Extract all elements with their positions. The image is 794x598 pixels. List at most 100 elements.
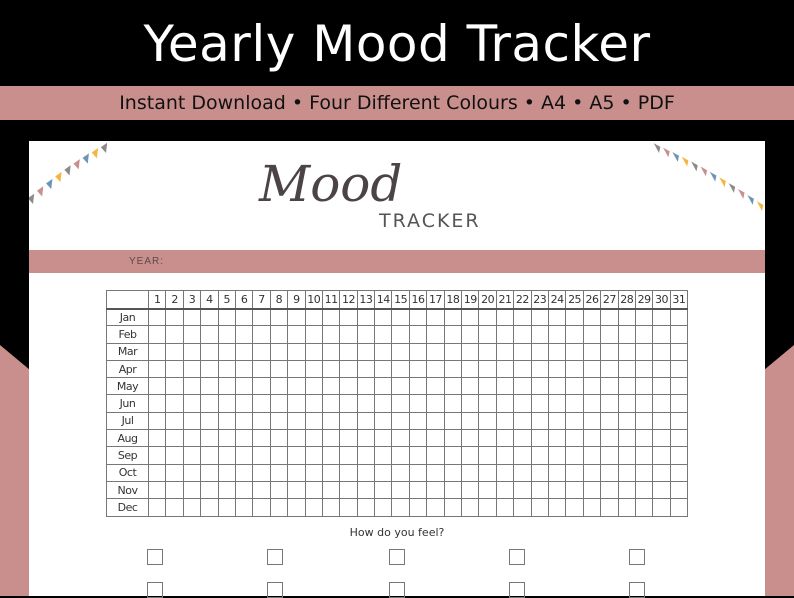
mood-cell[interactable] bbox=[165, 480, 184, 500]
mood-cell[interactable] bbox=[234, 307, 254, 327]
mood-cell[interactable] bbox=[513, 394, 532, 413]
mood-cell[interactable] bbox=[461, 498, 480, 517]
mood-cell[interactable] bbox=[652, 411, 671, 431]
mood-cell[interactable] bbox=[321, 342, 341, 361]
mood-cell[interactable] bbox=[634, 377, 654, 396]
mood-cell[interactable] bbox=[200, 446, 219, 465]
mood-cell[interactable] bbox=[530, 480, 549, 500]
mood-cell[interactable] bbox=[547, 411, 567, 431]
mood-cell[interactable] bbox=[408, 359, 428, 379]
mood-cell[interactable] bbox=[200, 342, 219, 361]
mood-cell[interactable] bbox=[252, 498, 271, 517]
mood-cell[interactable] bbox=[582, 325, 602, 344]
mood-cell[interactable] bbox=[565, 342, 584, 361]
mood-cell[interactable] bbox=[252, 359, 271, 379]
mood-cell[interactable] bbox=[530, 446, 549, 465]
mood-cell[interactable] bbox=[217, 463, 236, 482]
mood-cell[interactable] bbox=[269, 342, 289, 361]
mood-cell[interactable] bbox=[252, 446, 271, 465]
mood-cell[interactable] bbox=[269, 463, 289, 482]
mood-cell[interactable] bbox=[530, 463, 549, 482]
mood-cell[interactable] bbox=[547, 480, 567, 500]
mood-cell[interactable] bbox=[669, 480, 689, 500]
mood-cell[interactable] bbox=[565, 411, 584, 431]
mood-cell[interactable] bbox=[547, 429, 567, 448]
mood-cell[interactable] bbox=[287, 307, 306, 327]
mood-cell[interactable] bbox=[182, 429, 202, 448]
mood-cell[interactable] bbox=[408, 411, 428, 431]
mood-cell[interactable] bbox=[287, 498, 306, 517]
mood-cell[interactable] bbox=[269, 394, 289, 413]
mood-cell[interactable] bbox=[617, 463, 636, 482]
mood-cell[interactable] bbox=[339, 377, 358, 396]
mood-cell[interactable] bbox=[478, 411, 497, 431]
mood-cell[interactable] bbox=[374, 411, 393, 431]
mood-cell[interactable] bbox=[513, 446, 532, 465]
mood-cell[interactable] bbox=[565, 463, 584, 482]
mood-cell[interactable] bbox=[478, 394, 497, 413]
mood-cell[interactable] bbox=[426, 394, 445, 413]
mood-cell[interactable] bbox=[461, 411, 480, 431]
mood-cell[interactable] bbox=[478, 463, 497, 482]
mood-cell[interactable] bbox=[426, 463, 445, 482]
mood-cell[interactable] bbox=[339, 325, 358, 344]
mood-cell[interactable] bbox=[617, 307, 636, 327]
mood-cell[interactable] bbox=[426, 342, 445, 361]
mood-legend-checkbox[interactable] bbox=[629, 549, 645, 565]
mood-cell[interactable] bbox=[408, 480, 428, 500]
mood-cell[interactable] bbox=[426, 377, 445, 396]
mood-cell[interactable] bbox=[513, 377, 532, 396]
mood-cell[interactable] bbox=[600, 429, 619, 448]
mood-cell[interactable] bbox=[495, 498, 515, 517]
mood-cell[interactable] bbox=[495, 463, 515, 482]
mood-cell[interactable] bbox=[408, 394, 428, 413]
mood-cell[interactable] bbox=[304, 307, 323, 327]
mood-cell[interactable] bbox=[652, 463, 671, 482]
mood-cell[interactable] bbox=[200, 325, 219, 344]
mood-cell[interactable] bbox=[374, 446, 393, 465]
mood-cell[interactable] bbox=[530, 411, 549, 431]
mood-cell[interactable] bbox=[617, 394, 636, 413]
mood-cell[interactable] bbox=[565, 377, 584, 396]
mood-cell[interactable] bbox=[252, 429, 271, 448]
mood-cell[interactable] bbox=[234, 463, 254, 482]
mood-cell[interactable] bbox=[234, 429, 254, 448]
mood-cell[interactable] bbox=[582, 429, 602, 448]
mood-cell[interactable] bbox=[426, 429, 445, 448]
mood-cell[interactable] bbox=[304, 411, 323, 431]
mood-cell[interactable] bbox=[374, 325, 393, 344]
mood-cell[interactable] bbox=[217, 325, 236, 344]
mood-cell[interactable] bbox=[200, 463, 219, 482]
mood-cell[interactable] bbox=[443, 411, 463, 431]
mood-cell[interactable] bbox=[339, 342, 358, 361]
mood-cell[interactable] bbox=[304, 429, 323, 448]
mood-cell[interactable] bbox=[495, 446, 515, 465]
mood-cell[interactable] bbox=[617, 480, 636, 500]
mood-cell[interactable] bbox=[495, 377, 515, 396]
mood-cell[interactable] bbox=[147, 446, 167, 465]
mood-cell[interactable] bbox=[182, 307, 202, 327]
mood-cell[interactable] bbox=[617, 429, 636, 448]
mood-cell[interactable] bbox=[287, 359, 306, 379]
mood-cell[interactable] bbox=[426, 307, 445, 327]
mood-cell[interactable] bbox=[321, 325, 341, 344]
mood-cell[interactable] bbox=[669, 307, 689, 327]
mood-cell[interactable] bbox=[582, 463, 602, 482]
mood-legend-checkbox[interactable] bbox=[147, 549, 163, 565]
mood-cell[interactable] bbox=[339, 463, 358, 482]
mood-cell[interactable] bbox=[513, 342, 532, 361]
mood-cell[interactable] bbox=[617, 411, 636, 431]
mood-cell[interactable] bbox=[443, 394, 463, 413]
mood-cell[interactable] bbox=[461, 342, 480, 361]
mood-cell[interactable] bbox=[287, 377, 306, 396]
mood-cell[interactable] bbox=[582, 307, 602, 327]
mood-cell[interactable] bbox=[252, 394, 271, 413]
mood-cell[interactable] bbox=[600, 463, 619, 482]
mood-cell[interactable] bbox=[321, 429, 341, 448]
mood-cell[interactable] bbox=[443, 498, 463, 517]
mood-cell[interactable] bbox=[269, 429, 289, 448]
mood-cell[interactable] bbox=[182, 463, 202, 482]
mood-cell[interactable] bbox=[408, 325, 428, 344]
mood-cell[interactable] bbox=[287, 342, 306, 361]
mood-cell[interactable] bbox=[234, 325, 254, 344]
